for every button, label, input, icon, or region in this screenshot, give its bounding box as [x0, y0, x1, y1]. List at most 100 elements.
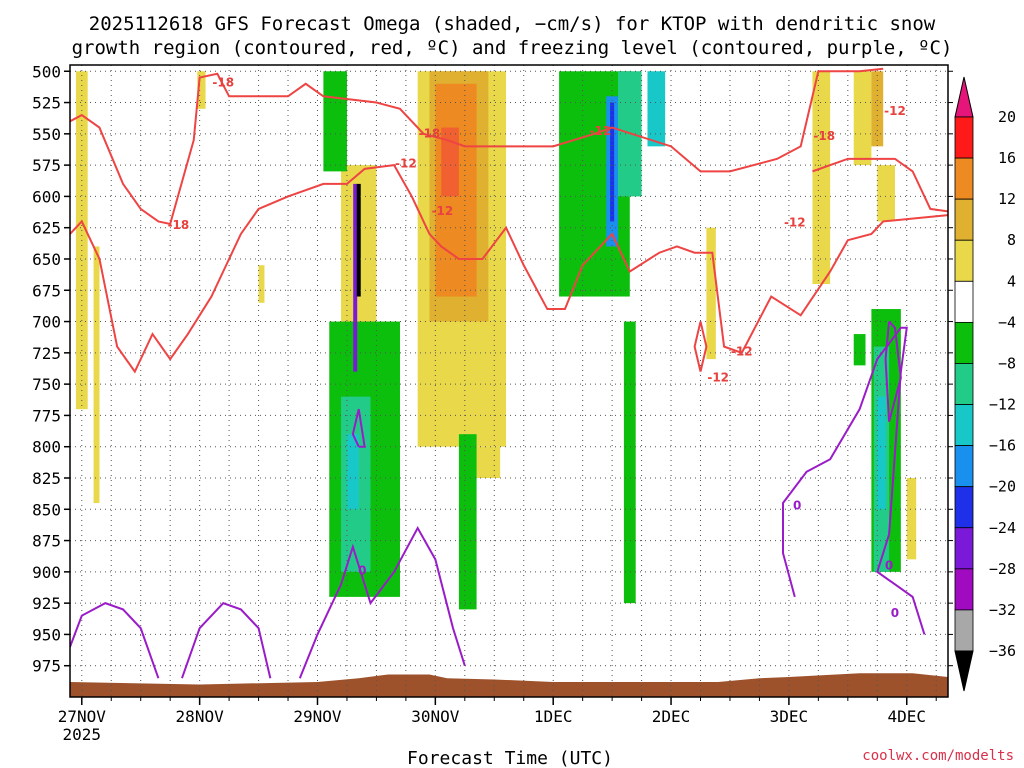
dgz-contour-label-0: -18	[168, 218, 190, 232]
colorbar-swatch-9	[954, 486, 974, 529]
omega-region-14	[877, 165, 895, 222]
colorbar-swatch-2	[954, 198, 974, 241]
omega-region-19	[346, 434, 359, 510]
omega-spike-2	[610, 102, 615, 222]
freezing-contour-left	[70, 602, 160, 679]
y-tick-label-15: 875	[32, 532, 61, 551]
colorbar-label-2: 12	[998, 190, 1016, 208]
omega-region-22	[623, 321, 636, 604]
dgz-contour-minus12	[70, 164, 948, 374]
y-tick-label-6: 650	[32, 250, 61, 269]
dgz-contour-minus18-lower	[812, 157, 948, 213]
colorbar-swatch-4	[954, 280, 974, 323]
y-tick-label-4: 600	[32, 187, 61, 206]
dgz-contour-label-4: -12	[395, 157, 417, 171]
freezing-contour-mid	[181, 601, 272, 679]
dgz-contour-label-5: -12	[432, 204, 454, 218]
y-tick-label-8: 700	[32, 313, 61, 332]
freezing-contour-loop	[351, 408, 366, 448]
omega-region-8	[441, 127, 459, 197]
y-tick-label-19: 975	[32, 657, 61, 676]
dgz-contour-label-9: -12	[884, 104, 906, 118]
x-tick-label-3: 30NOV	[411, 707, 460, 726]
colorbar-label-10: −24	[989, 519, 1016, 537]
dgz-contour-closed	[693, 321, 708, 372]
dgz-contour-label-8: -12	[707, 371, 729, 385]
omega-region-2	[197, 71, 206, 109]
y-tick-label-1: 525	[32, 94, 61, 113]
y-tick-label-16: 900	[32, 563, 61, 582]
colorbar-swatch-5	[954, 321, 974, 364]
x-axis-label: Forecast Time (UTC)	[407, 748, 613, 768]
dgz-contour-minus18-upper	[70, 67, 884, 226]
dgz-contour-label-3: -18	[813, 129, 835, 143]
y-tick-label-11: 775	[32, 406, 61, 425]
colorbar-label-12: −32	[989, 601, 1016, 619]
freezing-contour-label-2: 0	[885, 558, 893, 572]
colorbar-swatch-1	[954, 157, 974, 200]
colorbar-swatch-12	[954, 609, 974, 652]
x-tick-label-2: 29NOV	[293, 707, 342, 726]
colorbar-swatch-0	[954, 116, 974, 159]
colorbar-label-9: −20	[989, 478, 1016, 496]
omega-region-16	[323, 71, 347, 172]
colorbar-label-6: −8	[998, 354, 1016, 372]
x-tick-label-5: 2DEC	[652, 707, 691, 726]
colorbar: 20 16 12 8 4 −4 −8 −12 −16 −20 −24 −28 −32 −36	[954, 76, 1016, 692]
colorbar-label-8: −16	[989, 437, 1016, 455]
chart-title-line-2: growth region (contoured, red, ºC) and f…	[72, 37, 953, 59]
colorbar-swatch-3	[954, 239, 974, 282]
colorbar-swatch-7	[954, 404, 974, 447]
omega-region-1	[93, 246, 100, 504]
y-tick-label-10: 750	[32, 375, 61, 394]
y-tick-label-0: 500	[32, 62, 61, 81]
x-year-label: 2025	[63, 725, 102, 744]
dgz-contour-label-10: -12	[589, 124, 611, 138]
omega-region-20	[458, 434, 477, 610]
x-tick-label-4: 1DEC	[534, 707, 573, 726]
freezing-contour-right	[782, 326, 926, 635]
y-tick-label-14: 850	[32, 500, 61, 519]
x-tick-label-1: 28NOV	[176, 707, 225, 726]
y-tick-label-2: 550	[32, 125, 61, 144]
dgz-contour-label-1: -18	[212, 75, 234, 89]
colorbar-swatch-6	[954, 363, 974, 405]
x-tick-label-7: 4DEC	[887, 707, 926, 726]
freezing-contour-label-1: 0	[793, 498, 801, 512]
x-tick-label-6: 3DEC	[770, 707, 809, 726]
y-tick-label-3: 575	[32, 156, 61, 175]
y-tick-label-18: 950	[32, 625, 61, 644]
colorbar-label-1: 16	[998, 149, 1016, 167]
freezing-contour-center	[298, 525, 466, 679]
colorbar-swatch-11	[954, 568, 974, 611]
colorbar-swatch-8	[954, 445, 974, 488]
colorbar-label-11: −28	[989, 560, 1016, 578]
colorbar-label-13: −36	[989, 642, 1016, 660]
dgz-contour-label-2: -18	[419, 127, 441, 141]
y-tick-label-9: 725	[32, 344, 61, 363]
plot-frame	[69, 64, 949, 698]
colorbar-label-7: −12	[989, 396, 1016, 414]
omega-region-10	[706, 227, 716, 360]
omega-region-24	[647, 71, 666, 147]
freezing-contour-label-3: 0	[891, 606, 899, 620]
ground-terrain	[70, 673, 948, 697]
colorbar-label-0: 20	[998, 108, 1016, 126]
freezing-contour-right-closed	[884, 320, 902, 422]
chart-title-line-1: 2025112618 GFS Forecast Omega (shaded, −…	[89, 13, 936, 35]
freezing-contour-label-0: 0	[358, 563, 366, 577]
y-tick-label-17: 925	[32, 594, 61, 613]
omega-region-26	[853, 334, 866, 366]
colorbar-top-arrow	[954, 76, 974, 118]
omega-spike-0	[353, 183, 358, 372]
axes: 500 525 550 575 600 625 650 675 700 725 750 775 800 8…	[32, 62, 953, 744]
omega-spike-1	[356, 183, 361, 297]
colorbar-bottom-arrow	[954, 650, 974, 692]
colorbar-swatch-10	[954, 527, 974, 570]
x-tick-label-0: 27NOV	[58, 707, 107, 726]
colorbar-label-5: −4	[998, 313, 1016, 331]
omega-region-11	[812, 71, 831, 285]
omega-region-15	[906, 477, 917, 560]
